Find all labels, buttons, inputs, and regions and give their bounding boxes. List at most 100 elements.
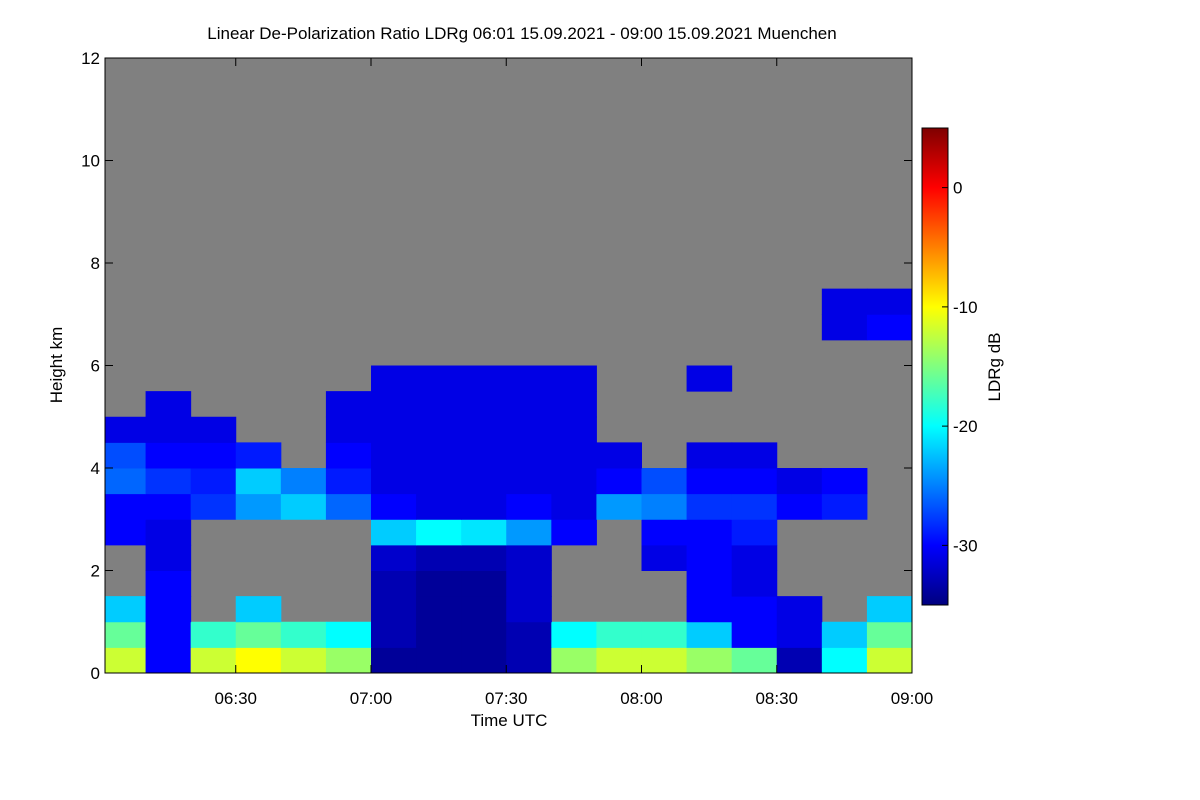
heatmap-cell bbox=[280, 647, 327, 674]
heatmap-cell bbox=[325, 468, 372, 495]
heatmap-cell bbox=[506, 468, 552, 495]
x-tick-label: 08:30 bbox=[755, 689, 798, 708]
colorbar-label: LDRg dB bbox=[985, 333, 1004, 402]
heatmap-cell bbox=[145, 570, 192, 597]
heatmap-cell bbox=[821, 314, 868, 341]
heatmap-cell bbox=[506, 442, 552, 469]
heatmap-cell bbox=[731, 442, 778, 469]
heatmap-cell bbox=[461, 596, 507, 623]
heatmap-cell bbox=[641, 647, 688, 674]
heatmap-cell bbox=[280, 493, 327, 520]
heatmap-cell bbox=[686, 519, 733, 546]
heatmap-cell bbox=[686, 621, 733, 648]
heatmap-cell bbox=[461, 468, 507, 495]
heatmap-cell bbox=[370, 647, 417, 674]
heatmap-cell bbox=[641, 519, 688, 546]
heatmap-cell bbox=[325, 647, 372, 674]
heatmap-cell bbox=[776, 596, 823, 623]
y-axis-label: Height km bbox=[47, 327, 66, 404]
colorbar bbox=[921, 127, 949, 606]
heatmap-cell bbox=[145, 416, 192, 443]
heatmap-cell bbox=[461, 519, 507, 546]
heatmap-cell bbox=[190, 621, 237, 648]
heatmap-cell bbox=[145, 442, 192, 469]
heatmap-cell bbox=[416, 544, 462, 571]
heatmap-cell bbox=[551, 416, 597, 443]
heatmap-cell bbox=[145, 391, 192, 418]
heatmap-cell bbox=[190, 416, 237, 443]
heatmap-cell bbox=[461, 544, 507, 571]
heatmap-cell bbox=[821, 468, 868, 495]
colorbar-tick-label: -20 bbox=[953, 417, 978, 436]
heatmap-cell bbox=[731, 596, 778, 623]
heatmap-cell bbox=[370, 416, 417, 443]
x-tick-label: 06:30 bbox=[214, 689, 257, 708]
heatmap-cell bbox=[370, 621, 417, 648]
heatmap-cell bbox=[551, 493, 597, 520]
heatmap-cell bbox=[641, 493, 688, 520]
heatmap-cell bbox=[461, 647, 507, 674]
heatmap-cell bbox=[370, 468, 417, 495]
y-tick-label: 0 bbox=[91, 664, 100, 683]
heatmap-cell bbox=[461, 570, 507, 597]
heatmap-cell bbox=[551, 519, 597, 546]
heatmap-cell bbox=[506, 416, 552, 443]
heatmap-cell bbox=[866, 647, 913, 674]
heatmap-cell bbox=[105, 416, 147, 443]
heatmap-cell bbox=[235, 647, 282, 674]
colorbar-tick-label: -30 bbox=[953, 536, 978, 555]
heatmap-cell bbox=[551, 468, 597, 495]
heatmap-cell bbox=[416, 570, 462, 597]
heatmap-cell bbox=[190, 493, 237, 520]
y-tick-label: 12 bbox=[81, 49, 100, 68]
heatmap-cell bbox=[506, 391, 552, 418]
heatmap-cell bbox=[731, 493, 778, 520]
heatmap-cell bbox=[416, 621, 462, 648]
heatmap-cell bbox=[235, 493, 282, 520]
heatmap-cell bbox=[461, 493, 507, 520]
heatmap-cell bbox=[461, 391, 507, 418]
heatmap-cell bbox=[596, 442, 642, 469]
heatmap-cell bbox=[596, 647, 642, 674]
heatmap-cell bbox=[416, 468, 462, 495]
heatmap-cell bbox=[776, 493, 823, 520]
heatmap-cell bbox=[325, 442, 372, 469]
heatmap-cell bbox=[370, 391, 417, 418]
heatmap-cell bbox=[461, 365, 507, 392]
y-tick-label: 4 bbox=[91, 459, 100, 478]
heatmap-cell bbox=[686, 493, 733, 520]
heatmap-cell bbox=[280, 621, 327, 648]
heatmap-cell bbox=[370, 442, 417, 469]
heatmap-cell bbox=[686, 647, 733, 674]
heatmap-cell bbox=[866, 621, 913, 648]
heatmap-cell bbox=[506, 365, 552, 392]
heatmap-cell bbox=[641, 544, 688, 571]
chart-title: Linear De-Polarization Ratio LDRg 06:01 … bbox=[207, 24, 836, 43]
heatmap-cell bbox=[731, 647, 778, 674]
heatmap-cell bbox=[105, 493, 147, 520]
heatmap-cell bbox=[461, 621, 507, 648]
heatmap-cell bbox=[506, 596, 552, 623]
heatmap-cell bbox=[821, 493, 868, 520]
heatmap-cell bbox=[551, 365, 597, 392]
heatmap-cell bbox=[686, 570, 733, 597]
heatmap-cell bbox=[596, 493, 642, 520]
heatmap-cell bbox=[105, 442, 147, 469]
heatmap-cell bbox=[105, 596, 147, 623]
heatmap-cell bbox=[731, 519, 778, 546]
heatmap-cell bbox=[190, 647, 237, 674]
heatmap-cell bbox=[416, 416, 462, 443]
heatmap-cell bbox=[551, 391, 597, 418]
heatmap-cell bbox=[641, 468, 688, 495]
heatmap-cell bbox=[370, 493, 417, 520]
heatmap-cell bbox=[551, 621, 597, 648]
heatmap-cell bbox=[821, 647, 868, 674]
heatmap-cell bbox=[190, 442, 237, 469]
heatmap-cell bbox=[686, 468, 733, 495]
heatmap-cell bbox=[866, 596, 913, 623]
heatmap-cell bbox=[325, 416, 372, 443]
heatmap-cell bbox=[325, 493, 372, 520]
heatmap-cell bbox=[461, 416, 507, 443]
x-tick-label: 07:30 bbox=[485, 689, 528, 708]
